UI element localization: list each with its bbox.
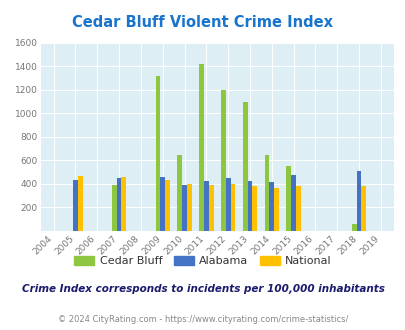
Bar	[290, 175, 295, 231]
Bar	[155, 76, 160, 231]
Bar	[351, 224, 356, 231]
Bar	[252, 186, 256, 231]
Bar	[247, 181, 252, 231]
Bar	[264, 154, 269, 231]
Bar	[286, 166, 290, 231]
Text: Cedar Bluff Violent Crime Index: Cedar Bluff Violent Crime Index	[72, 15, 333, 30]
Bar	[78, 176, 83, 231]
Bar	[295, 186, 300, 231]
Text: © 2024 CityRating.com - https://www.cityrating.com/crime-statistics/: © 2024 CityRating.com - https://www.city…	[58, 315, 347, 324]
Bar	[177, 154, 182, 231]
Bar	[186, 184, 191, 231]
Bar	[121, 177, 126, 231]
Bar	[230, 184, 235, 231]
Text: Crime Index corresponds to incidents per 100,000 inhabitants: Crime Index corresponds to incidents per…	[21, 284, 384, 294]
Bar	[165, 180, 169, 231]
Bar	[160, 177, 165, 231]
Bar	[356, 171, 360, 231]
Bar	[73, 181, 78, 231]
Bar	[220, 90, 225, 231]
Bar	[203, 181, 208, 231]
Bar	[208, 185, 213, 231]
Bar	[242, 102, 247, 231]
Bar	[198, 64, 203, 231]
Bar	[112, 185, 116, 231]
Bar	[182, 185, 186, 231]
Bar	[116, 178, 121, 231]
Bar	[269, 182, 273, 231]
Bar	[360, 186, 365, 231]
Bar	[273, 187, 278, 231]
Legend: Cedar Bluff, Alabama, National: Cedar Bluff, Alabama, National	[70, 251, 335, 271]
Bar	[225, 178, 230, 231]
